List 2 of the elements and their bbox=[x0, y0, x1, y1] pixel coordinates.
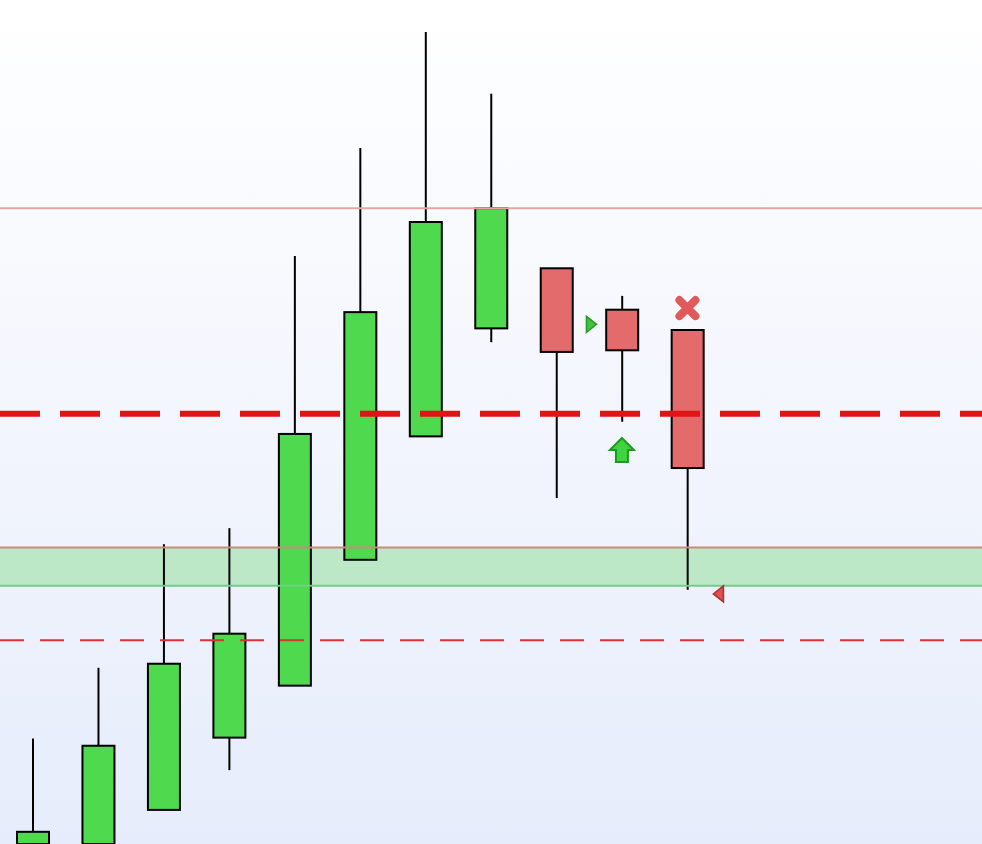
candlestick bbox=[16, 737, 50, 844]
candlestick bbox=[605, 294, 640, 423]
